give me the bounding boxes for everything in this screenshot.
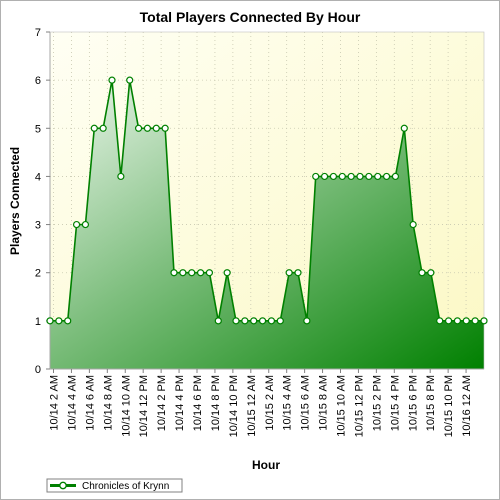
data-point bbox=[258, 317, 267, 325]
series-line bbox=[50, 79, 484, 322]
data-point bbox=[126, 76, 134, 84]
x-tick-label: 10/15 10 PM bbox=[443, 375, 455, 437]
x-tick-label: 10/14 6 AM bbox=[84, 375, 96, 431]
data-point bbox=[329, 172, 338, 181]
legend-swatch-marker bbox=[59, 481, 67, 490]
legend-box bbox=[46, 478, 183, 493]
x-tick-label: 10/15 4 PM bbox=[389, 375, 401, 431]
x-tick-label: 10/14 10 PM bbox=[228, 375, 240, 437]
x-tick-label: 10/15 12 PM bbox=[353, 375, 365, 437]
data-point bbox=[356, 172, 364, 181]
data-point bbox=[188, 269, 196, 277]
data-point bbox=[143, 124, 152, 132]
data-point bbox=[241, 317, 249, 325]
data-point bbox=[453, 317, 462, 325]
x-tick-label: 10/15 6 PM bbox=[407, 375, 419, 431]
data-point bbox=[55, 317, 63, 325]
x-tick-label: 10/15 4 AM bbox=[282, 375, 294, 431]
y-tick-label: 6 bbox=[35, 75, 41, 87]
x-tick-label: 10/15 12 AM bbox=[246, 375, 258, 437]
data-point bbox=[99, 124, 107, 132]
x-tick-label: 10/14 12 PM bbox=[138, 375, 150, 437]
legend-label: Chronicles of Krynn bbox=[82, 481, 169, 492]
data-point bbox=[400, 124, 408, 132]
data-points bbox=[46, 76, 488, 325]
data-point bbox=[170, 269, 178, 277]
y-tick-label: 2 bbox=[35, 268, 41, 280]
data-point bbox=[471, 317, 479, 325]
data-point bbox=[223, 269, 231, 277]
data-point bbox=[72, 220, 81, 229]
y-axis-label: Players Connected bbox=[8, 147, 22, 255]
x-axis-ticks: 10/14 2 AM 10/14 4 AM 10/14 6 AM 10/14 8 AM… bbox=[49, 369, 473, 437]
data-point bbox=[444, 317, 453, 325]
y-tick-label: 1 bbox=[35, 316, 41, 328]
axes bbox=[49, 31, 485, 370]
x-tick-label: 10/14 8 AM bbox=[102, 375, 114, 431]
x-tick-label: 10/15 8 PM bbox=[425, 375, 437, 431]
data-point bbox=[303, 317, 311, 325]
data-point bbox=[267, 317, 276, 325]
x-tick-label: 10/14 4 AM bbox=[66, 375, 78, 431]
data-point bbox=[161, 124, 169, 132]
y-tick-label: 7 bbox=[35, 27, 41, 39]
data-point bbox=[46, 317, 54, 325]
x-tick-label: 10/15 2 PM bbox=[371, 375, 383, 431]
data-point bbox=[462, 317, 470, 325]
data-point bbox=[108, 76, 116, 84]
x-axis-label: Hour bbox=[252, 458, 280, 472]
data-point bbox=[214, 317, 222, 325]
data-point bbox=[134, 124, 143, 132]
y-tick-label: 4 bbox=[35, 171, 41, 183]
x-tick-label: 10/15 8 AM bbox=[318, 375, 330, 431]
data-point bbox=[294, 269, 302, 277]
data-point bbox=[418, 269, 426, 277]
x-tick-label: 10/16 12 AM bbox=[461, 375, 473, 437]
data-point bbox=[152, 124, 160, 132]
data-point bbox=[250, 317, 258, 325]
data-point bbox=[409, 220, 417, 229]
data-point bbox=[64, 317, 72, 325]
data-point bbox=[374, 172, 382, 181]
data-point bbox=[117, 172, 125, 181]
y-tick-label: 0 bbox=[35, 364, 41, 376]
data-point bbox=[285, 269, 293, 277]
data-point bbox=[276, 317, 284, 325]
data-point bbox=[81, 220, 90, 229]
data-point bbox=[179, 269, 187, 277]
data-point bbox=[365, 172, 373, 181]
legend: Chronicles of Krynn bbox=[46, 478, 183, 493]
x-tick-label: 10/15 10 AM bbox=[336, 375, 348, 437]
data-point bbox=[436, 317, 444, 325]
x-tick-label: 10/15 2 AM bbox=[264, 375, 276, 431]
series-area bbox=[50, 80, 484, 370]
y-tick-label: 3 bbox=[35, 220, 41, 232]
data-point bbox=[196, 269, 205, 277]
x-tick-label: 10/14 2 AM bbox=[49, 375, 61, 431]
x-tick-label: 10/14 8 PM bbox=[210, 375, 222, 431]
chart-title: Total Players Connected By Hour bbox=[140, 9, 361, 25]
area-fill bbox=[50, 79, 484, 370]
data-point bbox=[312, 172, 320, 181]
plot-border bbox=[49, 31, 485, 370]
data-point bbox=[427, 269, 435, 277]
x-tick-label: 10/15 6 AM bbox=[300, 375, 312, 431]
x-tick-label: 10/14 10 AM bbox=[120, 375, 132, 437]
x-tick-label: 10/14 6 PM bbox=[192, 375, 204, 431]
x-tick-label: 10/14 4 PM bbox=[174, 375, 186, 431]
data-point bbox=[232, 317, 240, 325]
x-tick-label: 10/14 2 PM bbox=[156, 375, 168, 431]
data-point bbox=[480, 317, 488, 325]
data-point bbox=[391, 172, 400, 181]
data-point bbox=[205, 269, 214, 277]
y-tick-label: 5 bbox=[35, 123, 41, 135]
data-point bbox=[338, 172, 346, 181]
data-point bbox=[90, 124, 98, 132]
data-point bbox=[382, 172, 391, 181]
y-axis-ticks: 0 1 2 3 4 5 6 7 bbox=[35, 27, 50, 376]
data-point bbox=[320, 172, 329, 181]
data-point bbox=[347, 172, 355, 181]
